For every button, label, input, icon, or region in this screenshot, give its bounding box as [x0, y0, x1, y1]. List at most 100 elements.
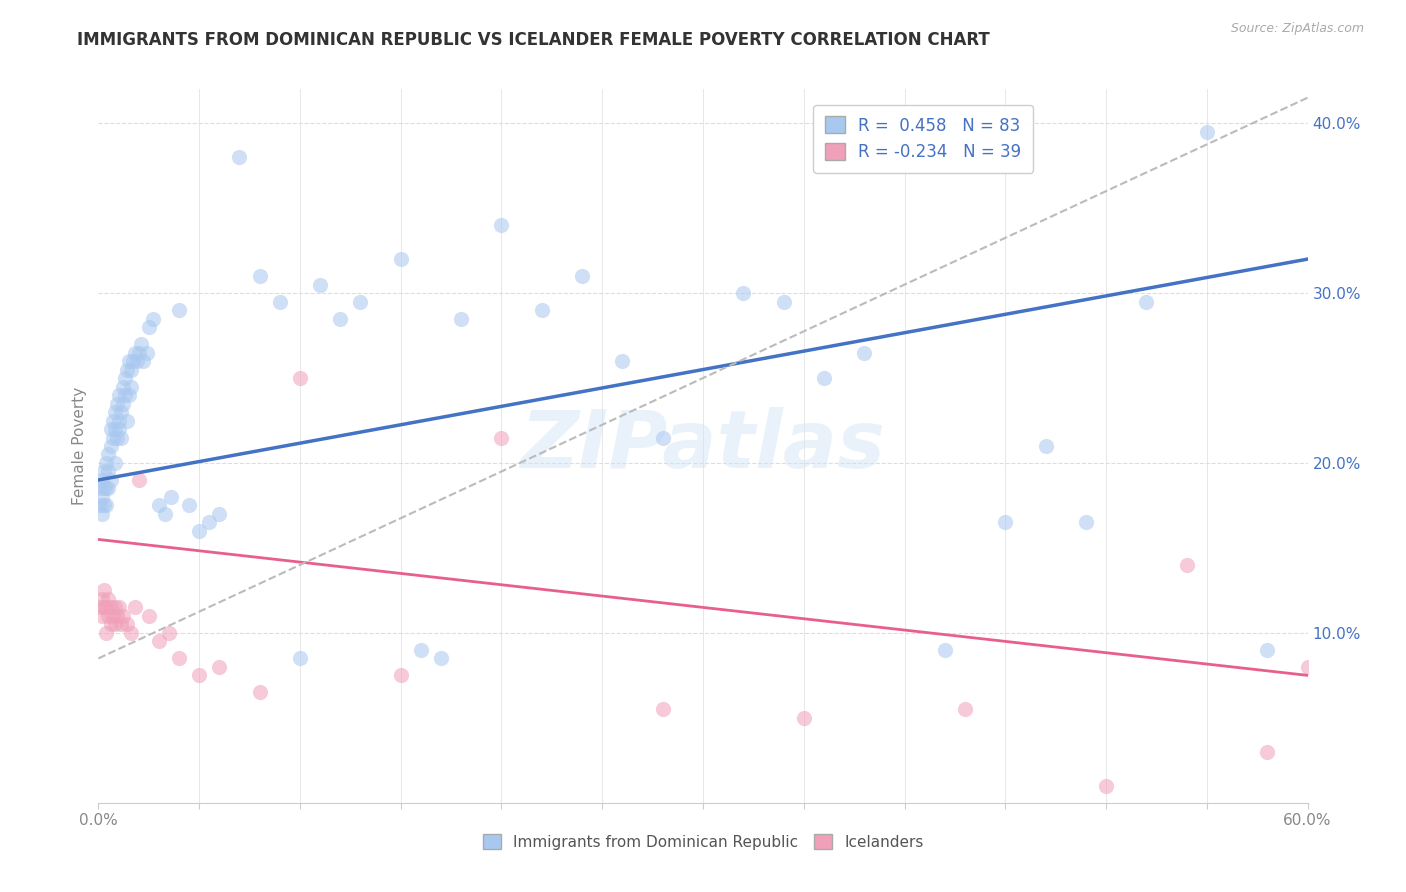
Point — [349, 294, 371, 309]
Point — [188, 524, 211, 538]
Point — [132, 354, 155, 368]
Point — [100, 600, 122, 615]
Point — [111, 396, 134, 410]
Point — [110, 405, 132, 419]
Point — [110, 430, 132, 444]
Point — [97, 591, 120, 606]
Point — [128, 345, 150, 359]
Point — [120, 362, 142, 376]
Point — [100, 473, 122, 487]
Point — [124, 345, 146, 359]
Point — [934, 643, 956, 657]
Point — [89, 482, 111, 496]
Point — [430, 651, 453, 665]
Point — [115, 413, 138, 427]
Point — [1074, 516, 1097, 530]
Point — [107, 422, 129, 436]
Point — [772, 294, 794, 309]
Point — [97, 465, 120, 479]
Point — [179, 499, 201, 513]
Point — [1135, 294, 1157, 309]
Point — [91, 608, 114, 623]
Point — [208, 660, 231, 674]
Point — [107, 413, 129, 427]
Point — [853, 345, 876, 359]
Point — [157, 626, 180, 640]
Point — [103, 456, 125, 470]
Point — [994, 516, 1017, 530]
Point — [103, 422, 125, 436]
Point — [1195, 125, 1218, 139]
Text: IMMIGRANTS FROM DOMINICAN REPUBLIC VS ICELANDER FEMALE POVERTY CORRELATION CHART: IMMIGRANTS FROM DOMINICAN REPUBLIC VS IC… — [77, 31, 990, 49]
Point — [148, 499, 170, 513]
Point — [309, 277, 332, 292]
Text: ZIPatlas: ZIPatlas — [520, 407, 886, 485]
Point — [111, 379, 134, 393]
Point — [249, 269, 271, 284]
Point — [491, 218, 513, 232]
Point — [100, 439, 122, 453]
Point — [125, 354, 148, 368]
Point — [530, 303, 553, 318]
Point — [953, 702, 976, 716]
Point — [651, 430, 673, 444]
Point — [120, 626, 142, 640]
Point — [269, 294, 291, 309]
Point — [93, 583, 115, 598]
Point — [389, 252, 412, 266]
Point — [93, 499, 115, 513]
Point — [148, 634, 170, 648]
Point — [167, 651, 190, 665]
Point — [103, 600, 125, 615]
Point — [107, 600, 129, 615]
Point — [118, 388, 141, 402]
Point — [110, 617, 132, 632]
Point — [114, 388, 136, 402]
Point — [97, 482, 120, 496]
Y-axis label: Female Poverty: Female Poverty — [72, 387, 87, 505]
Point — [96, 482, 118, 496]
Point — [96, 499, 118, 513]
Point — [208, 507, 231, 521]
Point — [89, 499, 111, 513]
Point — [571, 269, 593, 284]
Point — [97, 448, 120, 462]
Point — [409, 643, 432, 657]
Point — [89, 600, 111, 615]
Point — [100, 422, 122, 436]
Point — [389, 668, 412, 682]
Point — [1256, 643, 1278, 657]
Point — [288, 371, 311, 385]
Point — [1296, 660, 1319, 674]
Point — [188, 668, 211, 682]
Point — [651, 702, 673, 716]
Point — [128, 473, 150, 487]
Point — [101, 430, 124, 444]
Point — [138, 608, 160, 623]
Point — [129, 337, 152, 351]
Point — [450, 311, 472, 326]
Point — [91, 591, 114, 606]
Point — [91, 490, 114, 504]
Point — [733, 286, 755, 301]
Point — [115, 617, 138, 632]
Point — [1095, 779, 1118, 793]
Point — [101, 413, 124, 427]
Point — [100, 617, 122, 632]
Point — [249, 685, 271, 699]
Point — [793, 711, 815, 725]
Point — [93, 465, 115, 479]
Point — [91, 473, 114, 487]
Point — [167, 303, 190, 318]
Point — [228, 150, 250, 164]
Point — [118, 354, 141, 368]
Point — [491, 430, 513, 444]
Point — [97, 608, 120, 623]
Point — [101, 608, 124, 623]
Point — [120, 379, 142, 393]
Point — [329, 311, 352, 326]
Point — [96, 456, 118, 470]
Point — [105, 608, 128, 623]
Point — [288, 651, 311, 665]
Point — [813, 371, 835, 385]
